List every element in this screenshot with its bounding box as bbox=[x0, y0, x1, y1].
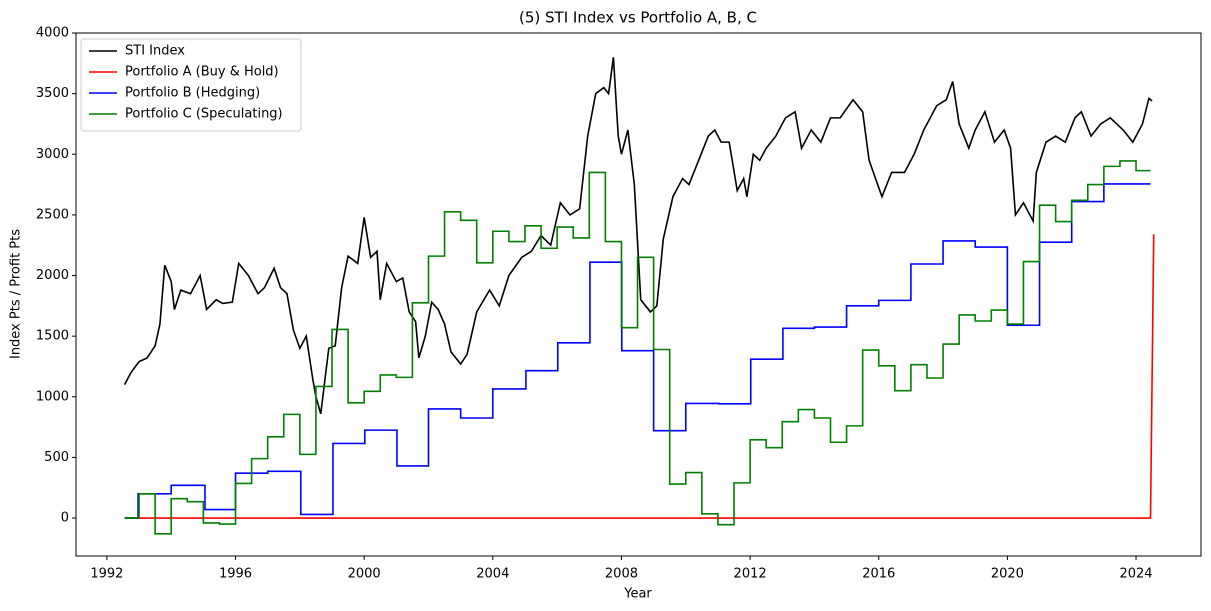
x-tick-label: 1996 bbox=[219, 567, 252, 582]
y-tick-label: 1000 bbox=[36, 389, 69, 404]
y-tick-label: 3500 bbox=[36, 86, 69, 101]
series-line bbox=[123, 57, 1153, 414]
legend: STI Index Portfolio A (Buy & Hold) Portfol… bbox=[80, 38, 302, 132]
chart-title: (5) STI Index vs Portfolio A, B, C bbox=[519, 9, 757, 27]
series-line bbox=[124, 234, 1155, 519]
y-axis-label: Index Pts / Profit Pts bbox=[9, 229, 24, 359]
y-tick-label: 4000 bbox=[36, 26, 69, 41]
legend-label: STI Index bbox=[125, 44, 185, 59]
y-tick-label: 500 bbox=[44, 450, 69, 465]
x-tick-label: 2008 bbox=[605, 567, 638, 582]
legend-label: Portfolio B (Hedging) bbox=[125, 86, 260, 101]
y-tick-label: 1500 bbox=[36, 329, 69, 344]
x-tick-label: 1992 bbox=[90, 567, 123, 582]
x-tick-label: 2004 bbox=[476, 567, 509, 582]
x-tick-label: 2000 bbox=[348, 567, 381, 582]
plot-area bbox=[123, 57, 1155, 535]
legend-label: Portfolio A (Buy & Hold) bbox=[125, 65, 279, 80]
series-line bbox=[124, 160, 1151, 535]
legend-box bbox=[80, 38, 302, 132]
axes-frame bbox=[75, 32, 1202, 557]
y-tick-label: 0 bbox=[61, 511, 69, 526]
x-tick-label: 2024 bbox=[1119, 567, 1152, 582]
y-tick-label: 3000 bbox=[36, 147, 69, 162]
y-tick-label: 2500 bbox=[36, 207, 69, 222]
x-axis-label: Year bbox=[623, 587, 652, 602]
legend-label: Portfolio C (Speculating) bbox=[125, 107, 283, 122]
x-tick-label: 2012 bbox=[734, 567, 767, 582]
y-tick-label: 2000 bbox=[36, 268, 69, 283]
x-tick-label: 2016 bbox=[862, 567, 895, 582]
x-tick-label: 2020 bbox=[991, 567, 1024, 582]
